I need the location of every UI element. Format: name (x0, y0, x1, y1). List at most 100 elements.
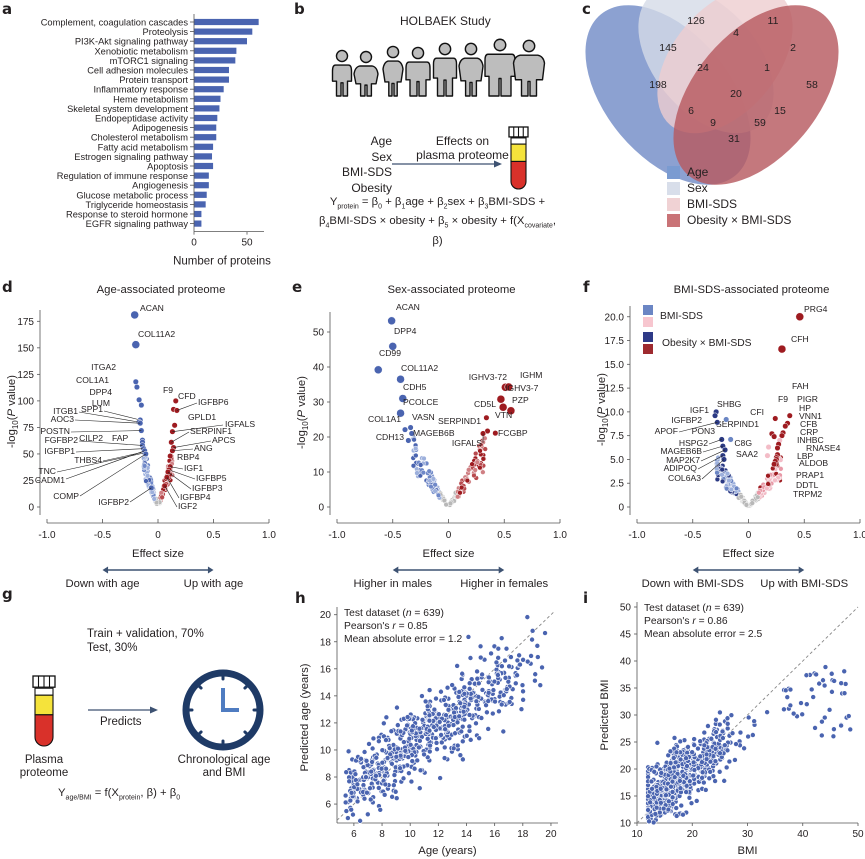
data-point (667, 748, 674, 755)
child-figure (512, 39, 546, 97)
data-point (430, 476, 437, 482)
data-point (803, 672, 810, 679)
data-point (464, 477, 471, 484)
data-point (787, 686, 794, 693)
y-axis-label: -log10(P value) (6, 375, 20, 448)
point-label: CFD (178, 391, 196, 401)
point-label: IGFBP2 (671, 415, 702, 425)
y-tick-label: 20 (313, 433, 325, 444)
tube-blood (510, 160, 527, 190)
tube-blood (34, 714, 54, 747)
legend-label-bmi-sds: BMI-SDS (660, 311, 703, 322)
bar-category-label: Triglyceride homeostasis (86, 200, 189, 210)
data-point (719, 472, 725, 478)
label-leader-line (701, 459, 725, 480)
data-point (668, 783, 674, 790)
bar-category-label: Regulation of immune response (57, 171, 188, 181)
labeled-point (712, 412, 719, 419)
point-label: ALDOB (799, 458, 828, 468)
labeled-point (771, 461, 778, 468)
bar-category-label: Cell adhesion molecules (87, 66, 188, 76)
point-label: ITGA2 (91, 362, 116, 372)
point-label: VASN (412, 412, 435, 422)
label-leader-line (78, 440, 143, 446)
point-label: IGHM (520, 370, 542, 380)
y-tick-label: 2.5 (610, 479, 624, 490)
data-point (697, 753, 704, 760)
data-point (813, 671, 819, 678)
labeled-point (727, 436, 734, 443)
data-point (719, 466, 725, 473)
label-leader-line (170, 466, 184, 470)
y-tick-label: 10 (313, 468, 325, 479)
data-point (787, 702, 794, 709)
y-tick-label: 30 (620, 711, 632, 722)
labeled-point (388, 342, 397, 351)
figure-head (464, 42, 478, 56)
child-figure (353, 50, 379, 97)
arrow-head-left (392, 566, 399, 574)
point-label: CFI (750, 407, 764, 417)
data-point (466, 467, 472, 473)
data-point (459, 484, 465, 491)
data-point (469, 461, 475, 467)
data-point (646, 818, 652, 825)
bar (194, 114, 218, 122)
venn-region-count: 59 (754, 117, 766, 129)
data-point (732, 757, 738, 763)
scatter-points (645, 664, 854, 826)
bar (194, 124, 217, 131)
data-point (658, 770, 665, 776)
point-label: DPP4 (90, 387, 113, 397)
data-point (798, 700, 804, 706)
child-figure (405, 46, 431, 97)
data-point (482, 446, 488, 452)
point-label: IGFBP2 (98, 497, 129, 507)
y-tick-label: 10 (320, 745, 332, 756)
data-point (670, 755, 677, 761)
direction-label-right: Up with BMI-SDS (760, 578, 848, 590)
legend-obesity-bmi-sds: Obesity × BMI-SDS (667, 213, 791, 227)
label-leader-line (176, 402, 198, 411)
figure-body (353, 65, 379, 97)
data-point (666, 798, 672, 805)
data-point (671, 735, 678, 741)
data-point (810, 694, 816, 700)
data-point (812, 725, 818, 731)
data-point (719, 728, 726, 735)
point-label: PIGR (797, 394, 818, 404)
annotation-n: Test dataset (n = 639) (644, 603, 744, 614)
labeled-point (133, 384, 140, 391)
y-tick-label: 45 (620, 630, 632, 641)
data-point (728, 486, 734, 493)
scatter-points (342, 614, 548, 824)
x-tick-label: 8 (379, 829, 385, 840)
data-point (826, 707, 833, 713)
data-point (477, 448, 483, 454)
venn-region-count: 6 (688, 105, 694, 117)
effects-label: Effects on plasma proteome (400, 134, 525, 162)
legend-swatch (667, 213, 680, 227)
y-tick-label: 40 (313, 363, 325, 374)
figure-body (484, 53, 516, 97)
point-label: IGFBP1 (44, 446, 75, 456)
y-tick-label: 50 (313, 328, 325, 339)
bar (194, 18, 259, 26)
y-axis-label: -log10(P value) (296, 376, 310, 449)
labeled-point (483, 414, 490, 421)
y-tick-label: 125 (17, 370, 34, 381)
data-point (479, 687, 486, 693)
data-point (697, 738, 703, 745)
figure-body (432, 57, 458, 97)
point-label: CRP (800, 427, 818, 437)
labeled-point (774, 444, 781, 452)
y-tick-label: 25 (23, 476, 35, 487)
point-label: COL1A1 (368, 414, 401, 424)
figure-head (438, 42, 452, 56)
data-point (713, 729, 719, 735)
equation-line2: β4BMI-SDS × obesity + β5 × obesity + f(X… (319, 215, 556, 247)
data-point (691, 767, 698, 773)
data-point (159, 494, 165, 500)
point-label: SERPINF1 (190, 426, 232, 436)
point-label: ACAN (396, 302, 420, 312)
